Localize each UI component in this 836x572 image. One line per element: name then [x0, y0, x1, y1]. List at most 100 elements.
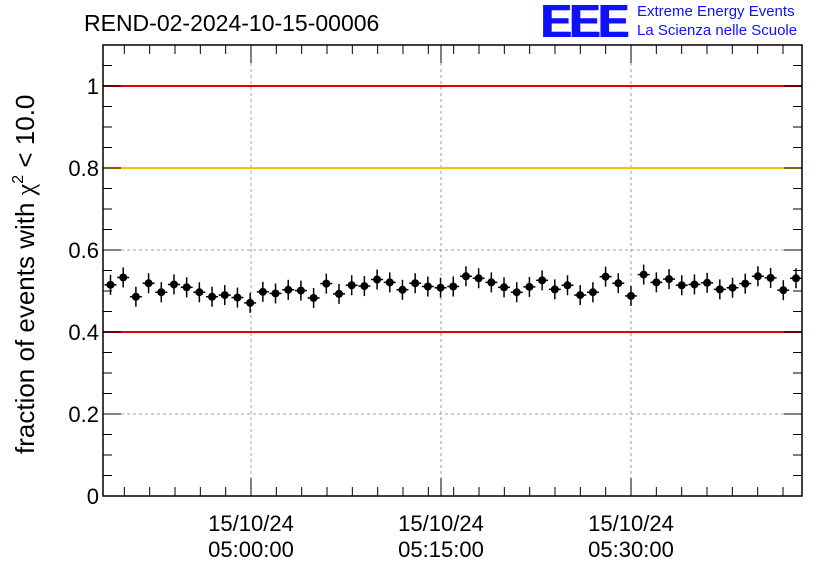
logo-line-2: La Scienza nelle Scuole [637, 22, 798, 39]
data-point [536, 270, 549, 291]
data-point [117, 267, 130, 288]
y-tick-label: 0.2 [68, 402, 99, 427]
marker [411, 279, 420, 288]
data-point [180, 277, 193, 298]
data-point [688, 274, 701, 295]
marker [563, 281, 572, 290]
marker [131, 292, 140, 301]
marker [779, 286, 788, 295]
x-tick-label-time: 05:15:00 [398, 537, 484, 562]
marker [753, 272, 762, 281]
data-point [751, 266, 764, 287]
y-axis-label-main: fraction of events with [10, 195, 40, 454]
data-point [574, 285, 587, 306]
data-point [498, 277, 511, 298]
y-tick-label: 0.6 [68, 238, 99, 263]
data-point [624, 285, 637, 306]
marker [538, 276, 547, 285]
y-axis-label-sup: 2 [10, 175, 27, 184]
data-point [155, 282, 168, 303]
marker [601, 272, 610, 281]
marker [284, 285, 293, 294]
y-tick-label: 0.8 [68, 156, 99, 181]
y-tick-label: 0 [87, 484, 99, 509]
data-point [218, 285, 231, 306]
marker [335, 289, 343, 298]
data-point [282, 279, 295, 300]
marker [728, 283, 737, 292]
data-point [790, 268, 802, 289]
data-point [599, 266, 612, 287]
marker [626, 291, 635, 300]
marker [347, 281, 356, 290]
data-point [701, 272, 714, 293]
data-point [383, 272, 396, 293]
x-axis-ticks: 15/10/2405:00:0015/10/2405:15:0015/10/24… [123, 45, 784, 562]
data-point [193, 282, 206, 303]
data-point [320, 273, 333, 294]
data-point [777, 280, 790, 301]
data-point [371, 269, 384, 290]
data-point [142, 273, 155, 294]
x-tick-label-date: 15/10/24 [398, 511, 484, 536]
x-tick-label-date: 15/10/24 [208, 511, 294, 536]
marker [614, 279, 623, 288]
data-point [358, 276, 371, 297]
marker [360, 282, 369, 291]
marker [144, 279, 153, 288]
y-axis-label-tail: < 10.0 [10, 95, 40, 175]
y-axis-label-symbol: χ [11, 183, 40, 196]
marker [588, 288, 597, 297]
data-point [434, 277, 447, 298]
data-point [421, 276, 434, 297]
marker [169, 280, 178, 289]
data-point [244, 292, 257, 313]
marker [246, 298, 255, 307]
marker [461, 272, 470, 281]
plot-frame [102, 44, 803, 497]
data-point [548, 279, 561, 300]
marker [487, 278, 496, 287]
marker [322, 279, 331, 288]
marker [500, 283, 509, 292]
data-point [396, 279, 409, 300]
marker [639, 270, 648, 279]
data-point [523, 276, 536, 297]
data-point [561, 275, 574, 296]
marker [423, 282, 432, 291]
data-point [586, 282, 599, 303]
x-tick-label-date: 15/10/24 [588, 511, 674, 536]
y-tick-label: 0.4 [68, 320, 99, 345]
marker [373, 275, 382, 284]
eee-logo: EEE Extreme Energy Events La Scienza nel… [541, 0, 831, 47]
data-point [612, 273, 625, 294]
y-tick-label: 1 [87, 74, 99, 99]
data-point [510, 282, 523, 303]
marker [296, 286, 305, 295]
data-point [231, 287, 244, 308]
marker [119, 273, 128, 282]
marker [258, 287, 267, 296]
marker [741, 279, 750, 288]
marker [309, 293, 318, 302]
data-point [409, 273, 422, 294]
data-point [345, 275, 358, 296]
marker [766, 273, 775, 282]
reference-lines [103, 85, 802, 333]
logo-mark: EEE [541, 0, 629, 47]
marker [157, 288, 166, 297]
marker [512, 288, 521, 297]
data-point [459, 266, 472, 287]
x-tick-label-time: 05:30:00 [588, 537, 674, 562]
data-point [294, 280, 307, 301]
marker [271, 289, 280, 298]
data-point [167, 274, 180, 295]
marker [792, 274, 800, 283]
marker [106, 280, 115, 289]
data-point [726, 277, 739, 298]
marker [525, 282, 534, 291]
data-point [713, 279, 726, 300]
marker [208, 292, 217, 301]
data-point [447, 276, 460, 297]
data-point [129, 286, 142, 307]
